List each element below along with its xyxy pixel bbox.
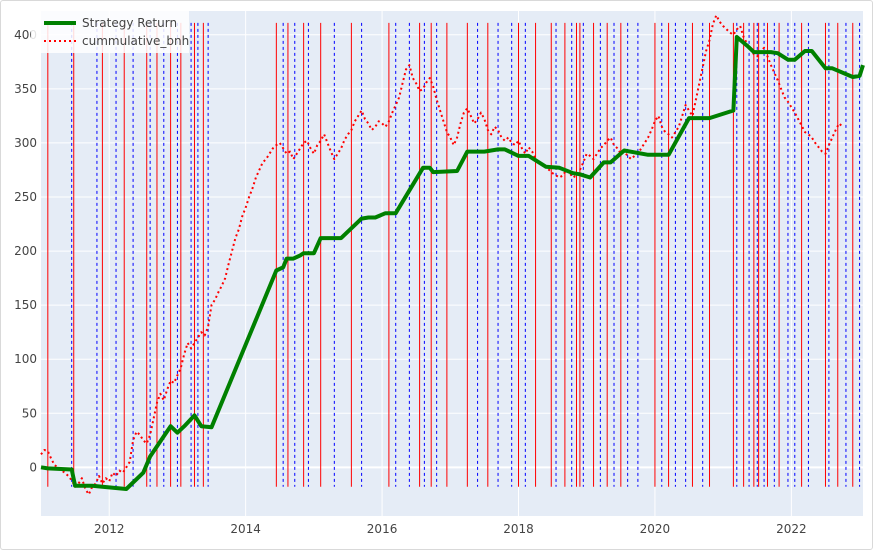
y-tick-label: 300 (14, 136, 37, 150)
legend-label-cummulative-bnh: cummulative_bnh (82, 34, 189, 48)
legend-item-cummulative-bnh[interactable]: cummulative_bnh (44, 34, 189, 48)
y-tick-label: 200 (14, 244, 37, 258)
legend-background (31, 11, 189, 53)
y-tick-label: 250 (14, 190, 37, 204)
series-cummulative-bnh-line (40, 14, 844, 496)
legend-item-strategy-return[interactable]: Strategy Return (44, 16, 177, 30)
x-tick-label: 2016 (367, 522, 398, 536)
x-tick-label: 2022 (776, 522, 807, 536)
x-tick-label: 2020 (640, 522, 671, 536)
plot-background (41, 11, 863, 516)
x-tick-label: 2018 (503, 522, 534, 536)
y-tick-label: 50 (22, 406, 37, 420)
x-tick-label: 2014 (230, 522, 261, 536)
x-tick-label: 2012 (94, 522, 125, 536)
y-tick-label: 350 (14, 82, 37, 96)
legend-label-strategy-return: Strategy Return (82, 16, 177, 30)
series-strategy-return-line (40, 35, 865, 491)
series-layer (40, 14, 865, 496)
y-tick-label: 0 (29, 460, 37, 474)
vertical-marker-layer (47, 22, 861, 487)
y-tick-label: 150 (14, 298, 37, 312)
y-tick-label: 100 (14, 352, 37, 366)
legend[interactable]: Strategy Return cummulative_bnh (31, 11, 189, 53)
